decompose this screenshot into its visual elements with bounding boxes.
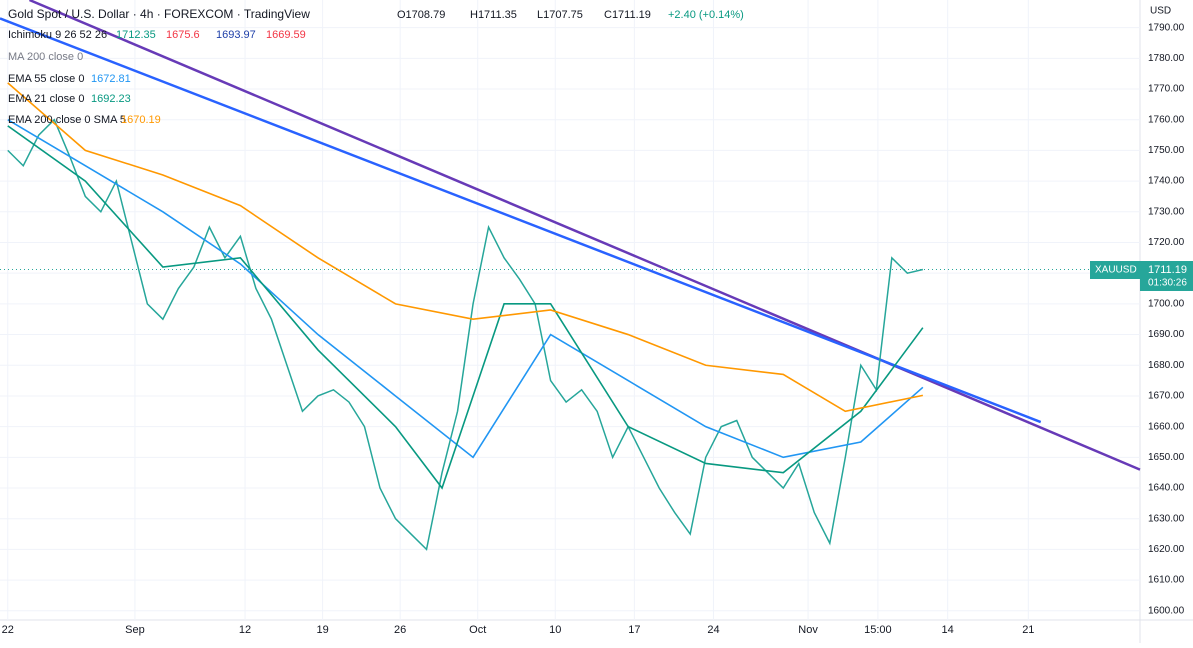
series-line — [7, 118, 924, 551]
y-tick-label: 1740.00 — [1148, 176, 1185, 187]
x-tick-label: 19 — [316, 624, 328, 636]
ohlc-high: H1711.35 — [470, 9, 517, 21]
legend-label: EMA 55 close 0 — [8, 73, 84, 85]
x-tick-label: Oct — [469, 624, 486, 636]
price-label-box — [1090, 261, 1140, 279]
x-tick-label: 22 — [2, 624, 14, 636]
y-tick-label: 1630.00 — [1148, 513, 1185, 524]
legend-value: 1693.97 — [216, 29, 256, 41]
symbol-label: XAUUSD — [1095, 265, 1137, 276]
x-tick-label: Nov — [798, 624, 818, 636]
series-line — [7, 82, 924, 413]
legend-value: 1692.23 — [91, 93, 131, 105]
legend-value: 1669.59 — [266, 29, 306, 41]
last-price: 1711.19 — [1148, 264, 1187, 276]
price-label-box — [1140, 261, 1193, 291]
legend-value: 1672.81 — [91, 73, 131, 85]
legend-label: EMA 200 close 0 SMA 5 — [8, 114, 126, 126]
ohlc-open: O1708.79 — [397, 9, 445, 21]
currency: USD — [1150, 6, 1171, 17]
x-tick-label: 26 — [394, 624, 406, 636]
series-line — [7, 125, 924, 490]
y-tick-label: 1780.00 — [1148, 53, 1185, 64]
y-tick-label: 1790.00 — [1148, 22, 1185, 33]
x-tick-label: 15:00 — [864, 624, 892, 636]
y-tick-label: 1600.00 — [1148, 605, 1185, 616]
y-tick-label: 1700.00 — [1148, 299, 1185, 310]
legend-value: 1670.19 — [121, 114, 161, 126]
x-tick-label: 24 — [707, 624, 719, 636]
y-tick-label: 1680.00 — [1148, 360, 1185, 371]
legend-label: MA 200 close 0 — [8, 51, 83, 63]
trendline — [0, 17, 1042, 424]
y-tick-label: 1640.00 — [1148, 483, 1185, 494]
x-tick-label: 14 — [942, 624, 954, 636]
y-tick-label: 1750.00 — [1148, 145, 1185, 156]
y-tick-label: 1770.00 — [1148, 84, 1185, 95]
y-tick-label: 1610.00 — [1148, 575, 1185, 586]
legend-value: 1675.6 — [166, 29, 200, 41]
ohlc-low: L1707.75 — [537, 9, 583, 21]
countdown: 01:30:26 — [1148, 278, 1187, 289]
y-tick-label: 1690.00 — [1148, 329, 1185, 340]
y-tick-label: 1730.00 — [1148, 206, 1185, 217]
ohlc-change: +2.40 (+0.14%) — [668, 9, 744, 21]
y-tick-label: 1720.00 — [1148, 237, 1185, 248]
legend-value: 1712.35 — [116, 29, 156, 41]
x-tick-label: 10 — [549, 624, 561, 636]
chart-title: Gold Spot / U.S. Dollar · 4h · FOREXCOM … — [8, 7, 310, 21]
y-tick-label: 1670.00 — [1148, 391, 1185, 402]
y-tick-label: 1760.00 — [1148, 114, 1185, 125]
ohlc-close: C1711.19 — [604, 9, 651, 21]
x-tick-label: 12 — [239, 624, 251, 636]
legend-label: Ichimoku 9 26 52 26 — [8, 29, 107, 41]
trendline — [28, 0, 1141, 471]
y-tick-label: 1620.00 — [1148, 544, 1185, 555]
y-tick-label: 1650.00 — [1148, 452, 1185, 463]
legend-label: EMA 21 close 0 — [8, 93, 84, 105]
x-tick-label: Sep — [125, 624, 145, 636]
x-tick-label: 17 — [628, 624, 640, 636]
series-line — [7, 119, 924, 459]
x-tick-label: 21 — [1022, 624, 1034, 636]
y-tick-label: 1660.00 — [1148, 421, 1185, 432]
